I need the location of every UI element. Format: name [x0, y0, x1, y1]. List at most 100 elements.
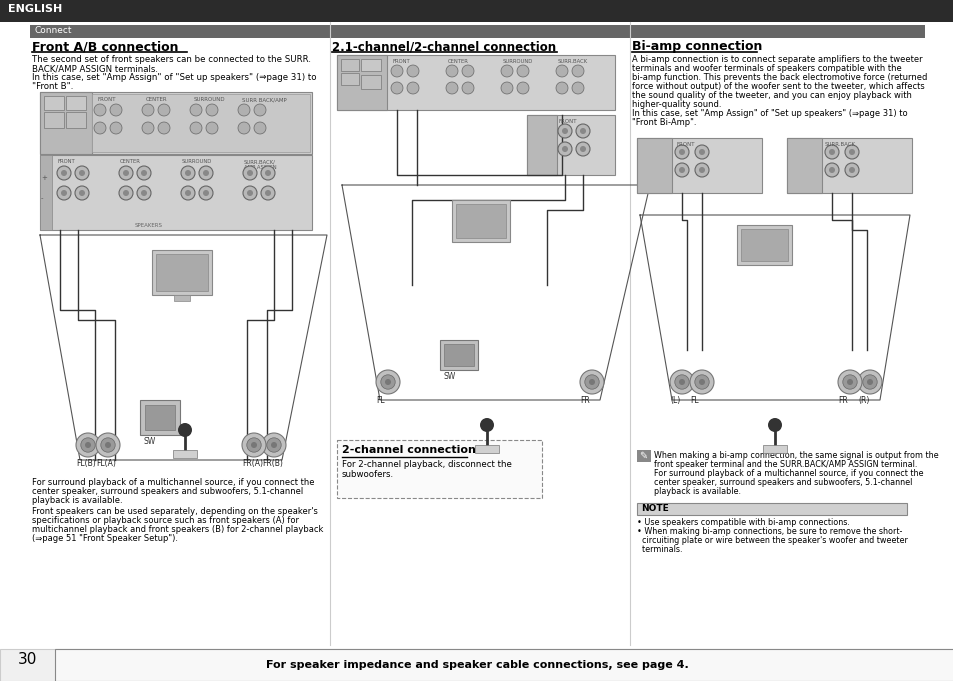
Circle shape — [247, 438, 261, 452]
Circle shape — [178, 423, 192, 437]
Text: multichannel playback and front speakers (B) for 2-channel playback: multichannel playback and front speakers… — [32, 525, 323, 534]
Circle shape — [391, 82, 402, 94]
Circle shape — [190, 122, 202, 134]
Circle shape — [846, 379, 852, 385]
Circle shape — [57, 186, 71, 200]
Circle shape — [142, 122, 153, 134]
Circle shape — [699, 167, 704, 173]
Circle shape — [123, 190, 129, 196]
Circle shape — [500, 82, 513, 94]
Text: center speaker, surround speakers and subwoofers, 5.1-channel: center speaker, surround speakers and su… — [32, 487, 303, 496]
Circle shape — [479, 418, 494, 432]
Text: CENTER: CENTER — [120, 159, 141, 164]
Circle shape — [119, 166, 132, 180]
Circle shape — [243, 186, 256, 200]
Bar — [44, 112, 64, 128]
Text: Bi-amp connection: Bi-amp connection — [631, 40, 761, 53]
Circle shape — [61, 190, 67, 196]
Circle shape — [675, 145, 688, 159]
Text: ✎: ✎ — [639, 451, 646, 461]
Circle shape — [848, 167, 854, 173]
Circle shape — [75, 166, 89, 180]
Bar — [526, 115, 557, 175]
Circle shape — [695, 145, 708, 159]
Text: FR: FR — [579, 396, 589, 405]
Text: circuiting plate or wire between the speaker's woofer and tweeter: circuiting plate or wire between the spe… — [637, 536, 907, 545]
Circle shape — [81, 438, 95, 452]
Circle shape — [94, 104, 106, 116]
Text: SURROUND: SURROUND — [193, 97, 226, 102]
Circle shape — [185, 170, 191, 176]
Bar — [0, 649, 953, 681]
Text: A bi-amp connection is to connect separate amplifiers to the tweeter: A bi-amp connection is to connect separa… — [631, 55, 922, 64]
Bar — [91, 94, 310, 152]
Circle shape — [267, 438, 281, 452]
Bar — [360, 75, 380, 89]
Text: FRONT: FRONT — [677, 142, 695, 147]
Text: playback is available.: playback is available. — [32, 496, 123, 505]
Bar — [172, 450, 196, 458]
Text: FL(A): FL(A) — [96, 459, 115, 468]
Circle shape — [141, 170, 147, 176]
Circle shape — [517, 82, 529, 94]
Circle shape — [96, 433, 120, 457]
Circle shape — [556, 82, 567, 94]
Circle shape — [110, 122, 122, 134]
Circle shape — [679, 167, 684, 173]
Text: playback is available.: playback is available. — [654, 487, 740, 496]
Text: CENTER: CENTER — [146, 97, 168, 102]
Text: (⇒page 51 "Front Speaker Setup").: (⇒page 51 "Front Speaker Setup"). — [32, 534, 178, 543]
Bar — [0, 0, 953, 22]
Text: FR(A): FR(A) — [242, 459, 263, 468]
Bar — [55, 649, 953, 681]
Circle shape — [385, 379, 391, 385]
Circle shape — [576, 124, 589, 138]
Bar — [452, 200, 510, 242]
Bar — [173, 295, 190, 301]
Bar — [786, 138, 911, 193]
Text: center speaker, surround speakers and subwoofers, 5.1-channel: center speaker, surround speakers and su… — [654, 478, 911, 487]
Text: Front A/B connection: Front A/B connection — [32, 40, 178, 53]
Circle shape — [206, 122, 218, 134]
Circle shape — [517, 65, 529, 77]
Circle shape — [695, 163, 708, 177]
Circle shape — [203, 190, 209, 196]
Text: FL: FL — [689, 396, 698, 405]
Circle shape — [265, 190, 271, 196]
Text: SURROUND: SURROUND — [502, 59, 533, 64]
Circle shape — [669, 370, 693, 394]
Bar — [145, 405, 174, 430]
Text: • When making bi-amp connections, be sure to remove the short-: • When making bi-amp connections, be sur… — [637, 527, 902, 536]
Circle shape — [199, 166, 213, 180]
Text: force without output) of the woofer sent to the tweeter, which affects: force without output) of the woofer sent… — [631, 82, 923, 91]
Text: FR: FR — [837, 396, 847, 405]
Circle shape — [79, 190, 85, 196]
Text: • Use speakers compatible with bi-amp connections.: • Use speakers compatible with bi-amp co… — [637, 518, 849, 527]
Text: FRONT: FRONT — [558, 119, 577, 124]
Circle shape — [824, 163, 838, 177]
Circle shape — [848, 149, 854, 155]
Bar — [40, 155, 52, 230]
Circle shape — [142, 104, 153, 116]
Text: (L): (L) — [669, 396, 679, 405]
Circle shape — [579, 128, 585, 134]
Text: 2.1-channel/2-channel connection: 2.1-channel/2-channel connection — [332, 40, 556, 53]
Text: FR(B): FR(B) — [262, 459, 283, 468]
Bar — [140, 400, 180, 435]
Bar — [475, 445, 498, 453]
Circle shape — [261, 166, 274, 180]
Bar — [66, 96, 86, 110]
Bar — [40, 92, 312, 154]
Bar — [66, 112, 86, 128]
Circle shape — [119, 186, 132, 200]
Circle shape — [558, 124, 572, 138]
Bar — [443, 344, 474, 366]
Circle shape — [561, 128, 567, 134]
Text: NOTE: NOTE — [640, 504, 668, 513]
Circle shape — [446, 65, 457, 77]
Bar — [360, 59, 380, 71]
Circle shape — [247, 170, 253, 176]
Text: "Front Bi-Amp".: "Front Bi-Amp". — [631, 118, 696, 127]
Circle shape — [137, 166, 151, 180]
Text: (R): (R) — [857, 396, 868, 405]
